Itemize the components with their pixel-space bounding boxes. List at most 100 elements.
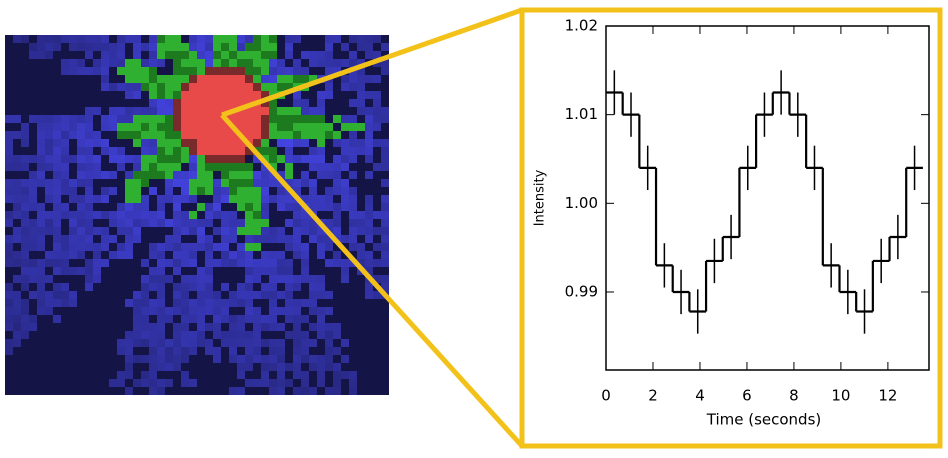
image-pixel xyxy=(29,235,37,243)
image-pixel xyxy=(229,155,237,163)
image-pixel xyxy=(261,187,269,195)
image-pixel xyxy=(29,243,37,251)
image-pixel xyxy=(213,211,221,219)
image-pixel xyxy=(109,147,117,155)
image-pixel xyxy=(45,299,53,307)
image-pixel xyxy=(277,203,285,211)
image-pixel xyxy=(205,283,213,291)
image-pixel xyxy=(181,307,189,315)
image-pixel xyxy=(173,363,181,371)
image-pixel xyxy=(173,235,181,243)
x-tick-label: 4 xyxy=(695,387,705,405)
image-pixel xyxy=(205,67,213,75)
image-pixel xyxy=(381,227,389,235)
image-pixel xyxy=(381,203,389,211)
image-pixel xyxy=(213,355,221,363)
image-pixel xyxy=(93,227,101,235)
image-pixel xyxy=(261,91,269,99)
image-pixel xyxy=(277,291,285,299)
image-pixel xyxy=(341,123,349,131)
image-pixel xyxy=(285,123,293,131)
image-pixel xyxy=(197,155,205,163)
image-pixel xyxy=(165,259,173,267)
image-pixel xyxy=(173,147,181,155)
image-pixel xyxy=(165,355,173,363)
image-pixel xyxy=(277,339,285,347)
image-pixel xyxy=(37,179,45,187)
image-pixel xyxy=(245,115,253,123)
image-pixel xyxy=(173,59,181,67)
image-pixel xyxy=(261,67,269,75)
image-pixel xyxy=(61,291,69,299)
image-pixel xyxy=(205,275,213,283)
image-pixel xyxy=(285,203,293,211)
image-pixel xyxy=(141,371,149,379)
image-pixel xyxy=(301,107,309,115)
image-pixel xyxy=(229,43,237,51)
image-pixel xyxy=(381,251,389,259)
image-pixel xyxy=(293,115,301,123)
image-pixel xyxy=(45,163,53,171)
image-pixel xyxy=(349,59,357,67)
image-pixel xyxy=(325,363,333,371)
image-pixel xyxy=(269,323,277,331)
image-pixel xyxy=(341,139,349,147)
image-pixel xyxy=(245,123,253,131)
image-pixel xyxy=(261,75,269,83)
image-pixel xyxy=(221,307,229,315)
image-pixel xyxy=(309,307,317,315)
image-pixel xyxy=(165,99,173,107)
image-pixel xyxy=(237,43,245,51)
image-pixel xyxy=(125,243,133,251)
image-pixel xyxy=(293,227,301,235)
image-pixel xyxy=(165,51,173,59)
image-pixel xyxy=(285,219,293,227)
image-pixel xyxy=(285,299,293,307)
image-pixel xyxy=(189,75,197,83)
image-pixel xyxy=(237,51,245,59)
image-pixel xyxy=(85,283,93,291)
image-pixel xyxy=(125,203,133,211)
image-pixel xyxy=(37,243,45,251)
image-pixel xyxy=(149,155,157,163)
image-pixel xyxy=(245,211,253,219)
image-pixel xyxy=(181,339,189,347)
image-pixel xyxy=(181,131,189,139)
image-pixel xyxy=(317,355,325,363)
image-pixel xyxy=(277,83,285,91)
image-pixel xyxy=(325,243,333,251)
image-pixel xyxy=(245,291,253,299)
image-pixel xyxy=(205,259,213,267)
image-pixel xyxy=(197,275,205,283)
image-pixel xyxy=(149,355,157,363)
image-pixel xyxy=(5,235,13,243)
image-pixel xyxy=(285,115,293,123)
image-pixel xyxy=(237,59,245,67)
image-pixel xyxy=(21,163,29,171)
image-pixel xyxy=(349,195,357,203)
image-pixel xyxy=(269,59,277,67)
image-pixel xyxy=(85,123,93,131)
image-pixel xyxy=(125,331,133,339)
image-pixel xyxy=(133,67,141,75)
image-pixel xyxy=(37,203,45,211)
image-pixel xyxy=(109,83,117,91)
image-pixel xyxy=(381,59,389,67)
image-pixel xyxy=(309,155,317,163)
image-pixel xyxy=(205,131,213,139)
image-pixel xyxy=(341,179,349,187)
image-pixel xyxy=(253,43,261,51)
image-pixel xyxy=(149,123,157,131)
image-pixel xyxy=(85,219,93,227)
image-pixel xyxy=(133,139,141,147)
image-pixel xyxy=(245,267,253,275)
image-pixel xyxy=(301,99,309,107)
image-pixel xyxy=(349,147,357,155)
image-pixel xyxy=(181,371,189,379)
image-pixel xyxy=(365,147,373,155)
image-pixel xyxy=(205,43,213,51)
image-pixel xyxy=(237,203,245,211)
image-pixel xyxy=(333,259,341,267)
image-pixel xyxy=(61,35,69,43)
